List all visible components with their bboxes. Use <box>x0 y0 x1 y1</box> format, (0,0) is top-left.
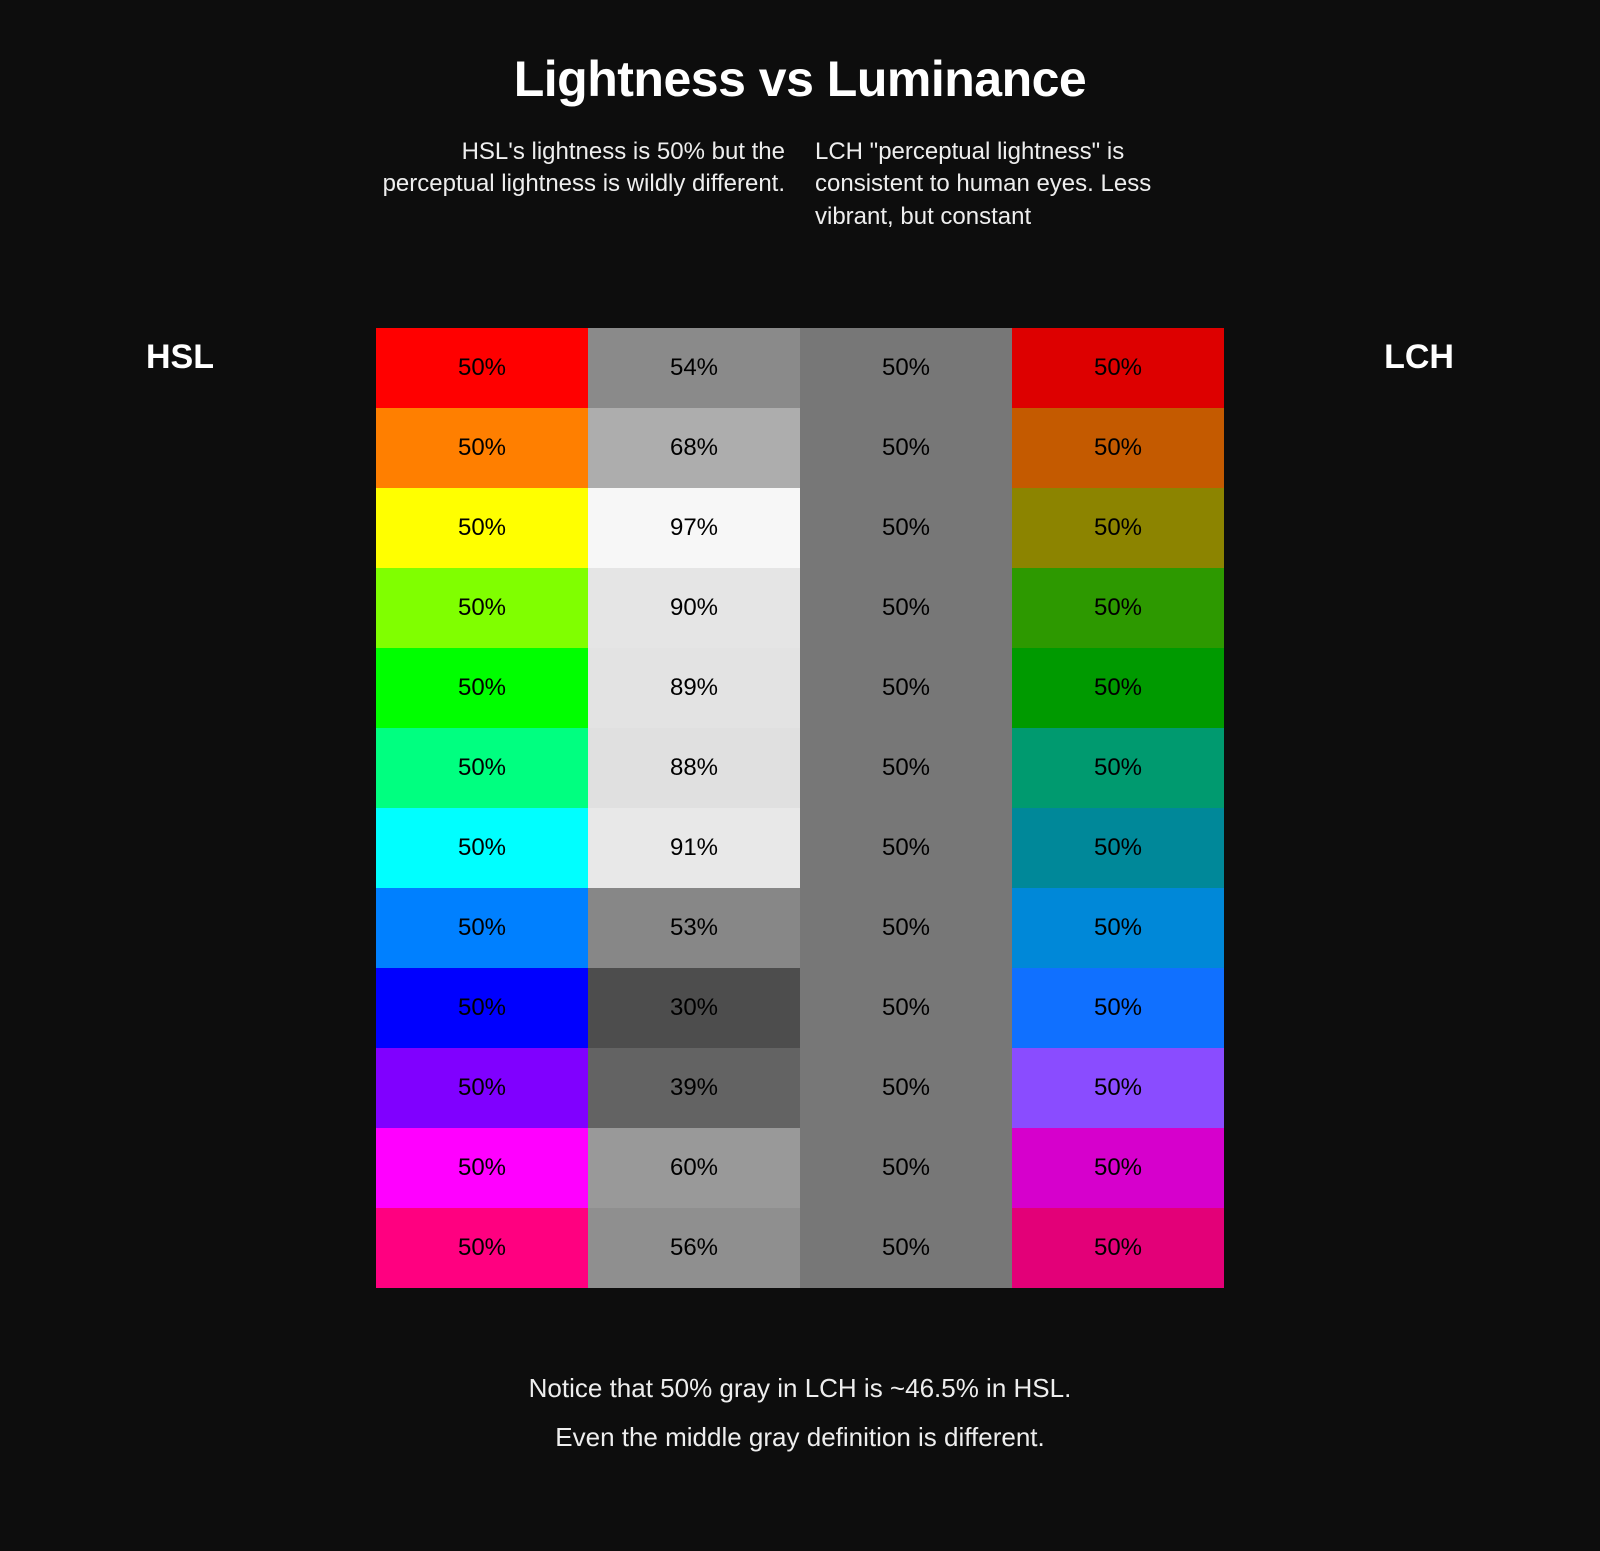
comparison-stage: HSL 50%54%50%50%50%68%50%50%50%97%50%50%… <box>0 328 1600 1288</box>
hsl-gray-cell: 91% <box>588 808 800 888</box>
hsl-gray-cell: 30% <box>588 968 800 1048</box>
lch-color-cell: 50% <box>1012 728 1224 808</box>
hsl-color-cell: 50% <box>376 568 588 648</box>
page-title: Lightness vs Luminance <box>0 50 1600 108</box>
subtitle-row: HSL's lightness is 50% but the perceptua… <box>360 136 1240 233</box>
hsl-color-cell: 50% <box>376 1208 588 1288</box>
hsl-gray-cell: 39% <box>588 1048 800 1128</box>
lch-color-cell: 50% <box>1012 808 1224 888</box>
lch-color-cell: 50% <box>1012 488 1224 568</box>
hsl-gray-cell: 90% <box>588 568 800 648</box>
lch-color-cell: 50% <box>1012 1208 1224 1288</box>
hsl-color-cell: 50% <box>376 1048 588 1128</box>
lch-gray-cell: 50% <box>800 968 1012 1048</box>
hsl-gray-cell: 53% <box>588 888 800 968</box>
lch-color-cell: 50% <box>1012 568 1224 648</box>
lch-gray-cell: 50% <box>800 328 1012 408</box>
lch-color-cell: 50% <box>1012 648 1224 728</box>
footer-line-1: Notice that 50% gray in LCH is ~46.5% in… <box>0 1373 1600 1404</box>
hsl-gray-cell: 68% <box>588 408 800 488</box>
lch-gray-cell: 50% <box>800 488 1012 568</box>
hsl-color-cell: 50% <box>376 808 588 888</box>
lch-gray-cell: 50% <box>800 648 1012 728</box>
hsl-color-cell: 50% <box>376 1128 588 1208</box>
hsl-color-cell: 50% <box>376 888 588 968</box>
hsl-gray-cell: 54% <box>588 328 800 408</box>
hsl-color-cell: 50% <box>376 648 588 728</box>
hsl-color-cell: 50% <box>376 328 588 408</box>
hsl-gray-cell: 88% <box>588 728 800 808</box>
lch-gray-cell: 50% <box>800 408 1012 488</box>
lch-color-cell: 50% <box>1012 408 1224 488</box>
hsl-gray-cell: 89% <box>588 648 800 728</box>
lch-color-cell: 50% <box>1012 1048 1224 1128</box>
hsl-color-cell: 50% <box>376 488 588 568</box>
lch-color-cell: 50% <box>1012 888 1224 968</box>
footer-notes: Notice that 50% gray in LCH is ~46.5% in… <box>0 1373 1600 1453</box>
lch-gray-cell: 50% <box>800 1128 1012 1208</box>
color-grid: 50%54%50%50%50%68%50%50%50%97%50%50%50%9… <box>376 328 1224 1288</box>
hsl-color-cell: 50% <box>376 408 588 488</box>
lch-color-cell: 50% <box>1012 328 1224 408</box>
label-lch: LCH <box>1264 328 1484 377</box>
subtitle-lch: LCH "perceptual lightness" is consistent… <box>815 136 1235 233</box>
lch-gray-cell: 50% <box>800 1208 1012 1288</box>
lch-gray-cell: 50% <box>800 888 1012 968</box>
label-hsl: HSL <box>116 328 336 377</box>
hsl-color-cell: 50% <box>376 968 588 1048</box>
subtitle-hsl: HSL's lightness is 50% but the perceptua… <box>365 136 785 233</box>
lch-gray-cell: 50% <box>800 728 1012 808</box>
lch-gray-cell: 50% <box>800 1048 1012 1128</box>
hsl-gray-cell: 60% <box>588 1128 800 1208</box>
hsl-gray-cell: 97% <box>588 488 800 568</box>
lch-gray-cell: 50% <box>800 808 1012 888</box>
hsl-gray-cell: 56% <box>588 1208 800 1288</box>
lch-color-cell: 50% <box>1012 968 1224 1048</box>
footer-line-2: Even the middle gray definition is diffe… <box>0 1422 1600 1453</box>
hsl-color-cell: 50% <box>376 728 588 808</box>
lch-color-cell: 50% <box>1012 1128 1224 1208</box>
lch-gray-cell: 50% <box>800 568 1012 648</box>
